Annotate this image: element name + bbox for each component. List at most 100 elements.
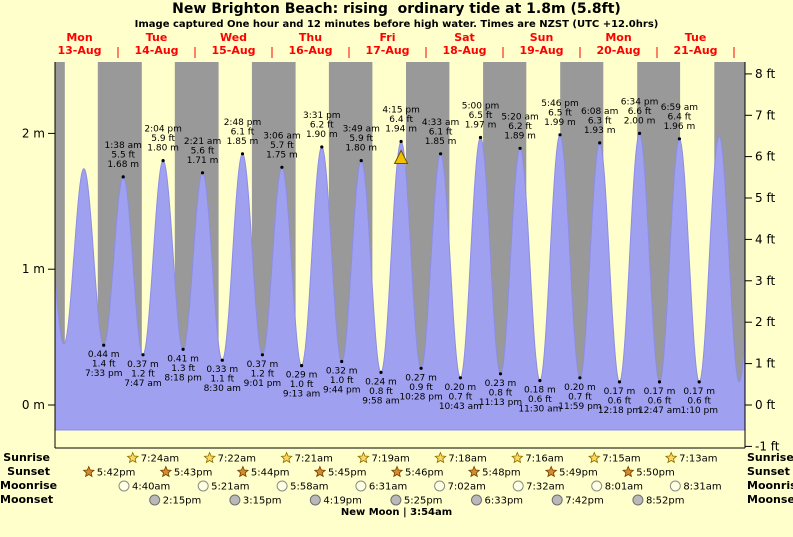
day-label-dow: Wed: [220, 31, 247, 44]
sunset-star-icon: [313, 465, 327, 478]
day-label-dow: Fri: [379, 31, 395, 44]
moonrise-icon: [591, 480, 603, 492]
tide-extreme-dot: [181, 347, 185, 351]
moonrise-icon: [276, 480, 288, 492]
tide-label-line: 6.4 ft: [389, 115, 413, 125]
sunset-row-label-right: Sunset: [747, 465, 790, 478]
tide-extreme-dot: [121, 175, 125, 179]
sunset-time: 5:49pm: [559, 468, 598, 479]
y-tick-label-right: 6 ft: [755, 150, 775, 164]
y-tick-label-left: 1 m: [22, 262, 45, 276]
sunset-time: 5:45pm: [328, 468, 367, 479]
moonrise-time: 7:32am: [526, 482, 564, 493]
tide-label-line: 11:59 pm: [558, 402, 601, 412]
moonrise-icon: [355, 480, 367, 492]
tide-label-line: 3:06 am: [263, 131, 300, 141]
tide-extreme-dot: [300, 364, 304, 368]
moonrise-row-label-left: Moonrise: [0, 479, 58, 492]
low-tide-label: 0.24 m0.8 ft9:58 am: [362, 370, 400, 406]
sunrise-star-icon: [203, 451, 216, 464]
high-tide-label: 4:15 pm6.4 ft1.94 m: [382, 106, 420, 144]
moonrise-time: 8:31am: [683, 482, 721, 493]
sunset-star-icon: [467, 465, 481, 478]
sunrise-time: 7:18am: [448, 454, 486, 465]
tide-extreme-dot: [598, 141, 602, 145]
tide-extreme-dot: [439, 152, 443, 156]
moonset-icon: [229, 494, 241, 506]
tide-label-line: 1.99 m: [544, 118, 576, 128]
tide-label-line: 0.20 m: [564, 383, 596, 393]
tide-extreme-dot: [657, 380, 662, 384]
tide-label-line: 0.8 ft: [489, 388, 513, 398]
day-label-date: 17-Aug: [365, 44, 409, 57]
moonset-time: 2:15pm: [163, 496, 202, 507]
high-tide-label: 5:00 pm6.5 ft1.97 m: [462, 102, 499, 140]
tide-label-line: 0.7 ft: [449, 392, 473, 402]
tide-label-line: 5.7 ft: [270, 141, 294, 151]
tide-label-line: 0.7 ft: [568, 392, 592, 402]
moonrise-time: 6:31am: [369, 482, 407, 493]
tide-label-line: 1.94 m: [385, 125, 417, 135]
moonset-time: 7:42pm: [565, 496, 604, 507]
tide-label-line: 0.8 ft: [369, 387, 393, 397]
tide-extreme-dot: [558, 133, 562, 137]
day-label-dow: Thu: [299, 31, 322, 44]
tide-label-line: 0.37 m: [247, 360, 279, 370]
sunset-time: 5:50pm: [636, 468, 675, 479]
tide-label-line: 6:08 am: [581, 107, 618, 117]
tide-extreme-dot: [359, 159, 363, 163]
tide-label-line: 6:59 am: [661, 103, 698, 113]
high-tide-label: 3:49 am5.9 ft1.80 m: [343, 125, 380, 163]
moonset-row-label-right: Moonset: [747, 493, 793, 506]
tide-label-line: 6.5 ft: [548, 108, 572, 118]
low-tide-label: 0.17 m0.6 ft1:10 pm: [680, 380, 718, 416]
tide-label-line: 0.32 m: [326, 367, 358, 377]
tide-label-line: 0.17 m: [604, 387, 636, 397]
tide-label-line: 4:15 pm: [382, 106, 420, 116]
moonrise-icon: [512, 480, 524, 492]
high-tide-label: 2:21 am5.6 ft1.71 m: [184, 137, 221, 175]
tide-label-line: 1.90 m: [306, 130, 338, 140]
day-label-date: 16-Aug: [288, 44, 332, 57]
tide-label-line: 1.68 m: [107, 160, 139, 170]
current-time-marker: [393, 149, 409, 164]
sunset-row: 5:42pm 5:43pm 5:44pm 5:45pm 5:46pm 5:48pm 5:49…: [82, 465, 675, 479]
tide-extreme-dot: [419, 366, 423, 370]
sunrise-row-label-right: Sunrise: [747, 451, 793, 464]
sunset-star-icon: [622, 465, 635, 478]
high-tide-label: 1:38 am5.5 ft1.68 m: [105, 141, 142, 179]
moonset-time: 8:52pm: [646, 496, 685, 507]
tide-label-line: 9:01 pm: [244, 379, 282, 389]
tide-label-line: 1:10 pm: [680, 406, 718, 416]
tide-label-line: 2:04 pm: [144, 125, 182, 135]
day-axis: Mon13-AugTue14-AugWed15-AugThu16-AugFri1…: [57, 31, 735, 58]
tide-label-line: 1.4 ft: [92, 360, 116, 370]
tide-label-line: 1.80 m: [345, 144, 377, 154]
moonrise-icon: [434, 480, 446, 492]
tide-label-line: 1.97 m: [465, 121, 497, 131]
y-tick-label-right: 4 ft: [755, 232, 775, 246]
tide-label-line: 0.6 ft: [528, 395, 552, 405]
sunrise-time: 7:22am: [218, 454, 256, 465]
tide-label-line: 5:46 pm: [541, 99, 579, 109]
day-label-dow: Mon: [66, 31, 92, 44]
sunrise-time: 7:13am: [679, 454, 717, 465]
tide-label-line: 0.20 m: [445, 383, 477, 393]
moonrise-time: 8:01am: [605, 482, 643, 493]
tide-label-line: 9:44 pm: [323, 386, 361, 396]
moonset-icon: [632, 494, 644, 506]
low-tide-label: 0.37 m1.2 ft9:01 pm: [244, 353, 282, 389]
tide-label-line: 2.00 m: [624, 116, 656, 126]
y-tick-label-right: 2 ft: [755, 315, 775, 329]
y-tick-label-right: 8 ft: [755, 67, 775, 81]
tide-label-line: 7:47 am: [124, 379, 161, 389]
tide-label-line: 0.33 m: [206, 365, 238, 375]
tide-extreme-dot: [220, 358, 224, 362]
tide-label-line: 8:18 pm: [164, 373, 202, 383]
tide-label-line: 0.27 m: [405, 373, 437, 383]
day-label-date: 18-Aug: [442, 44, 486, 57]
tide-label-line: 3:49 am: [343, 125, 380, 135]
sunset-time: 5:42pm: [97, 468, 136, 479]
